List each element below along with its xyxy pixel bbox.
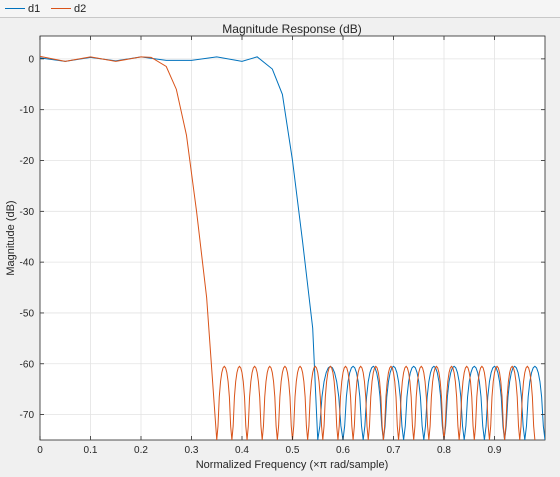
y-tick-label: -20 bbox=[20, 156, 35, 167]
series-line-d2 bbox=[40, 55, 536, 440]
y-tick-label: -70 bbox=[20, 410, 35, 421]
x-tick-label: 0.8 bbox=[437, 445, 451, 456]
y-tick-label: -30 bbox=[20, 207, 35, 218]
axis-ticks: 0 0.1 0.2 0.3 0.4 0.5 0.6 0.7 0.8 0.9 0 -10 -20 -30 -4… bbox=[20, 36, 545, 456]
legend-swatch-d1 bbox=[5, 8, 25, 9]
legend-label-d2: d2 bbox=[74, 2, 87, 15]
y-tick-label: -50 bbox=[20, 308, 35, 319]
y-tick-label: -40 bbox=[20, 258, 35, 269]
x-tick-label: 0 bbox=[37, 445, 43, 456]
chart-title: Magnitude Response (dB) bbox=[222, 22, 361, 36]
legend: d1 d2 bbox=[0, 0, 560, 18]
x-tick-label: 0.3 bbox=[185, 445, 199, 456]
legend-label-d1: d1 bbox=[28, 2, 41, 15]
x-tick-label: 0.9 bbox=[488, 445, 502, 456]
series-lines bbox=[40, 55, 545, 440]
x-tick-label: 0.5 bbox=[286, 445, 300, 456]
legend-swatch-d2 bbox=[51, 8, 71, 9]
legend-item-d2[interactable]: d2 bbox=[51, 0, 86, 17]
x-tick-label: 0.1 bbox=[84, 445, 98, 456]
x-tick-label: 0.2 bbox=[134, 445, 148, 456]
y-tick-label: -60 bbox=[20, 359, 35, 370]
x-tick-label: 0.4 bbox=[235, 445, 249, 456]
legend-item-d1[interactable]: d1 bbox=[5, 0, 40, 17]
x-tick-label: 0.6 bbox=[336, 445, 350, 456]
y-tick-label: -10 bbox=[20, 105, 35, 116]
y-axis-label: Magnitude (dB) bbox=[5, 200, 17, 275]
x-axis-label: Normalized Frequency (×π rad/sample) bbox=[196, 459, 389, 471]
x-tick-label: 0.7 bbox=[387, 445, 401, 456]
y-tick-label: 0 bbox=[28, 54, 34, 65]
